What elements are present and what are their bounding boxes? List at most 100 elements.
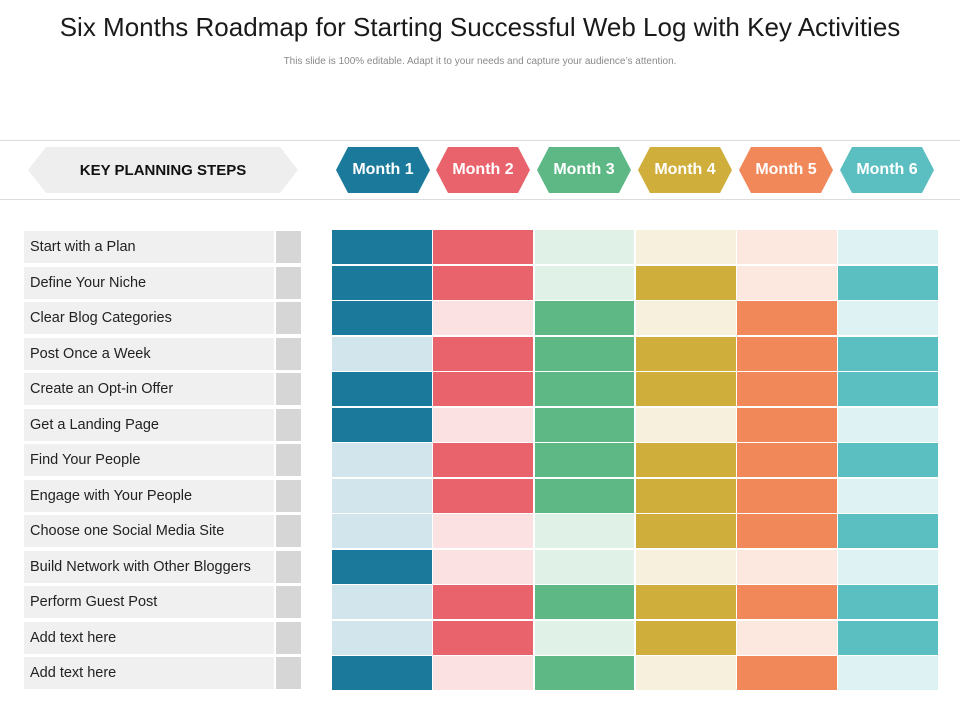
grid-cell-inactive bbox=[737, 265, 837, 300]
step-label: Clear Blog Categories bbox=[30, 310, 172, 326]
grid-cell-active bbox=[534, 301, 635, 335]
step-row: Find Your People bbox=[24, 444, 301, 476]
grid-cell-inactive bbox=[332, 514, 432, 548]
step-label: Find Your People bbox=[30, 452, 141, 468]
month-header-3: Month 3 bbox=[537, 147, 631, 193]
grid-cell-inactive bbox=[433, 656, 533, 690]
step-tab bbox=[274, 337, 301, 370]
grid-cell-inactive bbox=[635, 230, 736, 264]
grid-cell-active bbox=[433, 372, 533, 406]
grid-cell-active bbox=[838, 443, 938, 477]
slide-title: Six Months Roadmap for Starting Successf… bbox=[59, 12, 901, 42]
grid-cell-active bbox=[635, 265, 736, 300]
step-tab bbox=[274, 621, 301, 654]
step-row: Get a Landing Page bbox=[24, 408, 301, 441]
grid-cell-inactive bbox=[838, 407, 938, 442]
key-planning-steps-header: KEY PLANNING STEPS bbox=[28, 147, 298, 193]
step-label: Get a Landing Page bbox=[30, 416, 159, 433]
grid-cell-inactive bbox=[332, 336, 432, 371]
step-tab bbox=[274, 550, 301, 583]
step-row: Add text here bbox=[24, 657, 301, 689]
roadmap-grid bbox=[332, 230, 938, 690]
grid-cell-active bbox=[838, 585, 938, 619]
grid-cell-active bbox=[534, 656, 635, 690]
grid-cell-active bbox=[433, 443, 533, 477]
grid-cell-inactive bbox=[433, 549, 533, 584]
grid-cell-inactive bbox=[838, 301, 938, 335]
grid-cell-active bbox=[737, 443, 837, 477]
grid-cell-inactive bbox=[433, 301, 533, 335]
grid-cell-active bbox=[433, 336, 533, 371]
grid-cell-active bbox=[635, 443, 736, 477]
step-tab bbox=[274, 266, 301, 299]
step-tab bbox=[274, 586, 301, 618]
grid-cell-inactive bbox=[737, 620, 837, 655]
step-row: Create an Opt-in Offer bbox=[24, 373, 301, 405]
grid-cell-inactive bbox=[332, 585, 432, 619]
step-label: Create an Opt-in Offer bbox=[30, 381, 174, 397]
step-label: Build Network with Other Bloggers bbox=[30, 558, 251, 575]
grid-cell-active bbox=[534, 478, 635, 513]
step-tab bbox=[274, 515, 301, 547]
grid-cell-active bbox=[332, 656, 432, 690]
grid-cell-inactive bbox=[433, 407, 533, 442]
grid-cell-active bbox=[737, 301, 837, 335]
grid-cell-active bbox=[635, 336, 736, 371]
step-tab bbox=[274, 479, 301, 512]
grid-cell-inactive bbox=[635, 549, 736, 584]
step-label: Define Your Niche bbox=[30, 274, 147, 291]
grid-cell-inactive bbox=[534, 620, 635, 655]
step-row: Engage with Your People bbox=[24, 479, 301, 512]
grid-cell-active bbox=[534, 407, 635, 442]
grid-cell-active bbox=[433, 230, 533, 264]
grid-cell-inactive bbox=[838, 549, 938, 584]
grid-cell-inactive bbox=[534, 265, 635, 300]
step-labels: Start with a Plan Define Your Niche Clear … bbox=[24, 231, 301, 693]
grid-cell-active bbox=[433, 265, 533, 300]
grid-cell-active bbox=[635, 514, 736, 548]
grid-cell-inactive bbox=[737, 230, 837, 264]
grid-cell-active bbox=[737, 407, 837, 442]
step-label: Add text here bbox=[30, 629, 117, 646]
grid-cell-inactive bbox=[433, 514, 533, 548]
step-tab bbox=[274, 408, 301, 441]
grid-cell-inactive bbox=[635, 301, 736, 335]
grid-cell-inactive bbox=[635, 656, 736, 690]
grid-cell-active bbox=[838, 265, 938, 300]
grid-cell-active bbox=[433, 478, 533, 513]
step-tab bbox=[274, 657, 301, 689]
grid-cell-active bbox=[332, 230, 432, 264]
step-row: Clear Blog Categories bbox=[24, 302, 301, 334]
grid-cell-active bbox=[635, 585, 736, 619]
grid-cell-active bbox=[332, 549, 432, 584]
grid-cell-inactive bbox=[635, 407, 736, 442]
step-label: Perform Guest Post bbox=[30, 594, 158, 610]
step-row: Choose one Social Media Site bbox=[24, 515, 301, 547]
grid-cell-active bbox=[838, 620, 938, 655]
grid-cell-inactive bbox=[534, 549, 635, 584]
grid-cell-inactive bbox=[838, 478, 938, 513]
month-header-5: Month 5 bbox=[739, 147, 833, 193]
slide-subtitle: This slide is 100% editable. Adapt it to… bbox=[283, 56, 677, 67]
grid-cell-inactive bbox=[534, 514, 635, 548]
grid-cell-active bbox=[332, 265, 432, 300]
grid-cell-active bbox=[737, 585, 837, 619]
grid-cell-active bbox=[838, 336, 938, 371]
grid-cell-active bbox=[737, 478, 837, 513]
grid-cell-active bbox=[635, 372, 736, 406]
step-tab bbox=[274, 444, 301, 476]
step-label: Start with a Plan bbox=[30, 239, 136, 255]
step-tab bbox=[274, 231, 301, 263]
month-header-6: Month 6 bbox=[840, 147, 934, 193]
header-band bbox=[0, 140, 960, 200]
grid-cell-active bbox=[332, 301, 432, 335]
step-label: Choose one Social Media Site bbox=[30, 523, 225, 539]
grid-cell-inactive bbox=[332, 620, 432, 655]
grid-cell-active bbox=[433, 620, 533, 655]
step-label: Engage with Your People bbox=[30, 487, 193, 504]
step-row: Post Once a Week bbox=[24, 337, 301, 370]
grid-cell-active bbox=[534, 443, 635, 477]
month-header-2: Month 2 bbox=[436, 147, 530, 193]
step-row: Start with a Plan bbox=[24, 231, 301, 263]
step-row: Perform Guest Post bbox=[24, 586, 301, 618]
